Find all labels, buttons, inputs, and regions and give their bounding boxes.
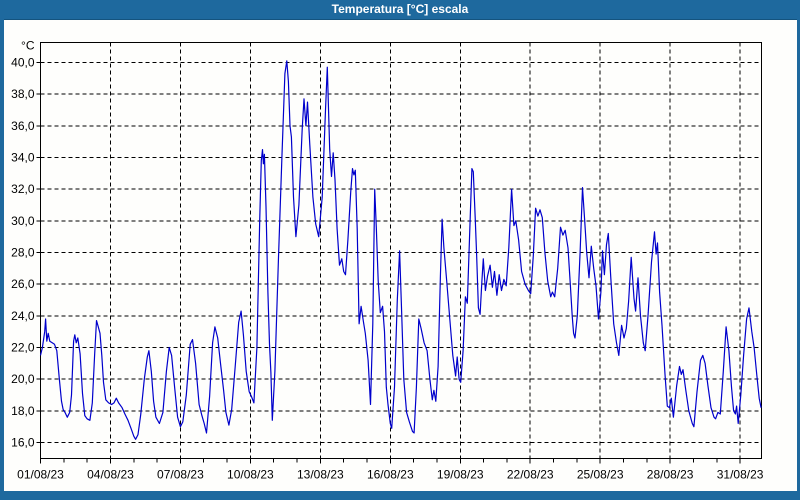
- window-title: Temperatura [°C] escala: [331, 2, 469, 16]
- x-tick-label: 04/08/23: [87, 468, 134, 482]
- x-tick-label: 13/08/23: [297, 468, 344, 482]
- x-tick-label: 28/08/23: [647, 468, 694, 482]
- y-tick-label: 30,0: [11, 214, 35, 228]
- plot-frame: [40, 42, 762, 459]
- y-tick-label: 22,0: [11, 341, 35, 355]
- y-tick-label: 40,0: [11, 56, 35, 70]
- x-tick-label: 07/08/23: [157, 468, 204, 482]
- x-tick-label: 16/08/23: [367, 468, 414, 482]
- y-tick-label: 36,0: [11, 119, 35, 133]
- x-tick-label: 19/08/23: [437, 468, 484, 482]
- x-tick-label: 01/08/23: [17, 468, 64, 482]
- y-tick-label: 38,0: [11, 87, 35, 101]
- x-tick-label: 10/08/23: [227, 468, 274, 482]
- y-tick-label: 26,0: [11, 277, 35, 291]
- y-tick-label: 28,0: [11, 246, 35, 260]
- y-tick-label: 32,0: [11, 182, 35, 196]
- chart-panel: [4, 19, 797, 491]
- x-tick-label: 25/08/23: [577, 468, 624, 482]
- y-tick-label: 34,0: [11, 151, 35, 165]
- y-tick-label: 20,0: [11, 372, 35, 386]
- titlebar: Temperatura [°C] escala: [0, 0, 800, 19]
- y-tick-label: 18,0: [11, 404, 35, 418]
- y-tick-label: 24,0: [11, 309, 35, 323]
- y-tick-label: 16,0: [11, 436, 35, 450]
- x-tick-label: 22/08/23: [507, 468, 554, 482]
- x-tick-label: 31/08/23: [717, 468, 764, 482]
- y-axis-unit-label: °C: [21, 39, 35, 53]
- temperature-series-line: [39, 60, 762, 440]
